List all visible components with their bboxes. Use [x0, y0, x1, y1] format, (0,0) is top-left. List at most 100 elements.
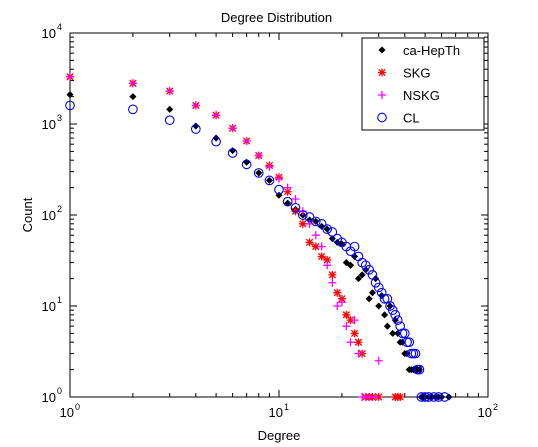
data-point	[265, 162, 274, 171]
legend-entry: ca-HepTh	[378, 43, 460, 58]
data-point	[66, 91, 74, 99]
data-point	[392, 315, 403, 325]
data-point	[375, 302, 383, 310]
data-point	[253, 168, 264, 178]
data-point	[297, 210, 308, 220]
data-point	[192, 122, 200, 130]
legend-label: SKG	[403, 66, 430, 81]
data-point	[354, 338, 363, 347]
data-point	[382, 293, 393, 304]
data-point	[354, 275, 362, 283]
svg-text:10: 10	[42, 208, 56, 223]
data-points	[65, 72, 453, 402]
data-point	[396, 393, 405, 401]
data-point	[386, 302, 394, 310]
data-point	[164, 115, 175, 126]
data-point	[414, 364, 425, 375]
data-point	[241, 159, 252, 170]
data-point	[274, 184, 284, 195]
data-point	[327, 227, 338, 237]
data-point	[439, 392, 450, 402]
legend-entry: NSKG	[378, 88, 440, 103]
data-point	[349, 241, 360, 252]
legend: ca-HepTh SKG NSKG CL	[361, 37, 485, 131]
data-point	[328, 278, 337, 287]
svg-text:10: 10	[60, 405, 74, 420]
data-point	[323, 256, 332, 265]
data-point	[373, 282, 384, 293]
svg-text:10: 10	[478, 405, 492, 420]
data-point	[328, 270, 337, 279]
data-point	[264, 175, 275, 186]
svg-text:0: 0	[75, 402, 80, 412]
legend-marker	[378, 46, 386, 54]
data-point	[291, 207, 300, 216]
data-point	[228, 124, 237, 133]
data-point	[379, 293, 390, 304]
svg-text:2: 2	[493, 402, 498, 412]
legend-label: CL	[403, 111, 420, 126]
axis-tick-labels: 10 0 10 1 10 210 010 110 210 310 4	[42, 22, 498, 420]
data-point	[212, 111, 221, 120]
data-point	[416, 392, 427, 402]
svg-text:4: 4	[57, 22, 62, 32]
data-point	[282, 196, 293, 207]
data-point	[166, 105, 174, 113]
legend-entry: CL	[377, 111, 420, 126]
data-point	[255, 169, 263, 177]
data-point	[421, 393, 429, 401]
svg-text:1: 1	[57, 295, 62, 305]
data-point	[365, 295, 373, 303]
data-point	[316, 218, 327, 229]
data-point	[211, 136, 221, 147]
svg-text:10: 10	[42, 26, 56, 41]
data-point	[333, 288, 342, 297]
data-point	[129, 93, 137, 101]
data-point	[317, 252, 326, 261]
data-point	[337, 298, 346, 307]
series-cl	[65, 100, 450, 402]
series-skg	[66, 72, 405, 401]
axis-ticks	[69, 32, 489, 398]
data-point	[283, 183, 292, 192]
data-point	[66, 72, 74, 81]
data-point	[389, 329, 397, 337]
data-point	[354, 349, 363, 358]
data-point	[410, 348, 421, 359]
data-point	[438, 393, 446, 401]
svg-text:10: 10	[269, 405, 283, 420]
svg-text:3: 3	[57, 113, 62, 123]
data-point	[212, 134, 220, 142]
y-tick-label: 10 1	[42, 295, 62, 314]
data-point	[387, 305, 398, 316]
svg-text:0: 0	[57, 386, 62, 396]
data-point	[254, 151, 263, 160]
svg-text:1: 1	[284, 402, 289, 412]
x-axis-label: Degree	[258, 428, 301, 443]
data-point	[305, 238, 314, 247]
legend-label: NSKG	[403, 88, 440, 103]
data-point	[404, 337, 415, 348]
data-point	[376, 287, 387, 298]
data-point	[284, 199, 292, 207]
legend-entry: SKG	[378, 66, 430, 81]
data-point	[346, 316, 355, 325]
data-point	[333, 302, 342, 310]
legend-marker	[378, 68, 386, 77]
data-point	[242, 137, 251, 146]
data-point	[342, 322, 351, 331]
svg-text:2: 2	[57, 204, 62, 214]
data-point	[342, 310, 351, 319]
data-point	[323, 225, 331, 233]
data-point	[364, 264, 375, 275]
x-tick-label: 10 1	[269, 402, 289, 420]
x-tick-label: 10 0	[60, 402, 80, 420]
data-point	[383, 322, 391, 330]
data-point	[368, 289, 376, 297]
data-point	[371, 393, 380, 401]
chart-title: Degree Distribution	[221, 10, 332, 25]
data-point	[165, 87, 174, 96]
legend-label: ca-HepTh	[403, 43, 460, 58]
data-point	[65, 100, 75, 111]
